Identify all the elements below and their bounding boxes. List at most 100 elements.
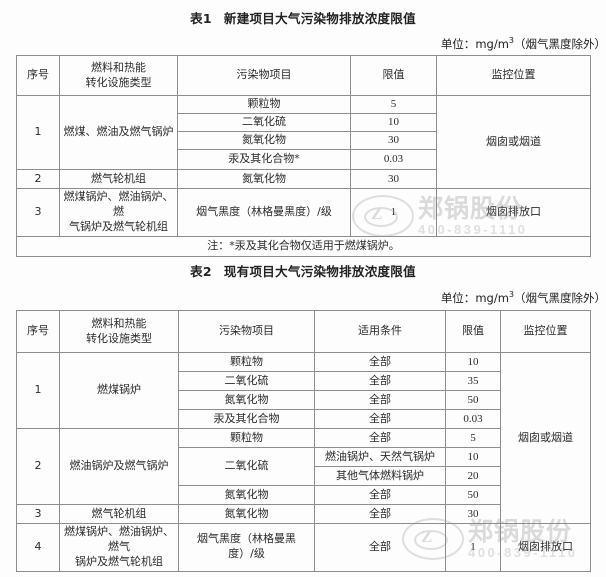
table2-g2-r1-pollutant: 颗粒物 — [178, 428, 315, 448]
unit-exponent: 3 — [508, 290, 514, 300]
table2-g1-index: 1 — [16, 352, 60, 429]
table1-g2-r1-pollutant: 氮氧化物 — [177, 169, 351, 189]
table2-g1-r4-limit: 0.03 — [445, 409, 501, 429]
table1-label: 表1 — [190, 11, 212, 26]
unit-prefix: 单位： — [440, 291, 476, 305]
table1-g3-r1-limit: 1 — [350, 188, 437, 237]
table2-g4-facility-line2: 锅炉及燃气轮机组 — [75, 554, 163, 568]
table2-g2-r1-limit: 5 — [445, 428, 501, 448]
table2-header-facility-line2: 转化设施类型 — [86, 331, 152, 345]
table1-note-row: 注：*汞及其化合物仅适用于燃煤锅炉。 — [16, 235, 591, 257]
table2-g3-r1-limit: 30 — [445, 504, 501, 524]
table-row: 氮氧化物 全部 50 — [17, 485, 591, 505]
table-row: 二氧化硫 燃油锅炉、天然气锅炉 10 — [17, 447, 591, 486]
table1-g3-facility-line2: 气锅炉及燃气轮机组 — [69, 219, 168, 233]
unit-suffix: （烟气黑度除外） — [514, 291, 606, 305]
table2-g1-r2-condition: 全部 — [314, 371, 446, 391]
table1-g2-facility: 燃气轮机组 — [59, 169, 178, 189]
table2-g4-r1-pollutant-line2: 度）/级 — [228, 547, 265, 561]
table2-header-facility-line1: 燃料和热能 — [91, 316, 147, 330]
table2-g2-r3-limit: 20 — [445, 466, 501, 486]
table2-g3-r1-condition: 全部 — [314, 504, 446, 524]
unit-exponent: 3 — [508, 36, 514, 46]
table2-g1-r1-limit: 10 — [445, 352, 501, 372]
table-row: 1 燃煤、燃油及燃气锅炉 颗粒物 5 烟囱或烟道 — [16, 95, 591, 189]
table1-note: 注：*汞及其化合物仅适用于燃煤锅炉。 — [16, 235, 591, 257]
table1-g2-r1-limit: 30 — [350, 169, 437, 189]
table1-header-location: 监控位置 — [436, 55, 591, 96]
table1-title: 表1 新建项目大气污染物排放浓度限值 — [0, 8, 606, 27]
table2-g2-index: 2 — [16, 428, 60, 505]
table1-g3-facility: 燃煤锅炉、燃油锅炉、燃 气锅炉及燃气轮机组 — [59, 188, 178, 237]
table2-g2-r4-limit: 50 — [445, 485, 501, 505]
table2-g3-index: 3 — [16, 504, 60, 524]
table1-g1-r2-limit: 10 — [350, 113, 437, 132]
table1-g1-r1-limit: 5 — [350, 95, 437, 114]
table2-g4-r1-pollutant: 烟气黑度（林格曼黑 度）/级 — [178, 523, 315, 572]
table2-g4-facility-line1: 燃煤锅炉、燃油锅炉、燃气 — [64, 525, 174, 553]
unit-value: mg/m — [475, 291, 509, 305]
table2-g4-r1-pollutant-line1: 烟气黑度（林格曼黑 — [197, 532, 296, 546]
table1-g1-facility: 燃煤、燃油及燃气锅炉 — [59, 95, 178, 170]
table1-g1-r3-limit: 30 — [350, 131, 437, 150]
table1-g3-r1-pollutant: 烟气黑度（林格曼黑度）/级 — [177, 188, 351, 237]
table2-g2-r1-condition: 全部 — [314, 428, 446, 448]
table1-g1-location: 烟囱或烟道 — [436, 95, 591, 189]
unit-prefix: 单位： — [440, 37, 476, 51]
table1-g3-location: 烟囱排放口 — [436, 188, 591, 237]
table2-header-facility: 燃料和热能 转化设施类型 — [59, 310, 179, 353]
table2-g1-r1-pollutant: 颗粒物 — [178, 352, 315, 372]
table2-header-pollutant: 污染物项目 — [178, 310, 315, 353]
table1-title-text: 新建项目大气污染物排放浓度限值 — [223, 11, 416, 26]
table2-g1-r4-pollutant: 汞及其化合物 — [178, 409, 315, 429]
table-existing-project-emission-limits: 序号 燃料和热能 转化设施类型 污染物项目 适用条件 限值 监控位置 1 燃煤锅… — [16, 310, 591, 572]
table1-header-index: 序号 — [16, 55, 60, 96]
table-row: 2 燃油锅炉及燃气锅炉 颗粒物 全部 5 — [16, 428, 591, 505]
table2-g1-location: 烟囱或烟道 — [500, 352, 591, 524]
table2-title-text: 现有项目大气污染物排放浓度限值 — [223, 264, 416, 279]
table2-g4-r1-condition: 全部 — [314, 523, 446, 572]
table2-g1-r4-condition: 全部 — [314, 409, 446, 429]
table2-title: 表2 现有项目大气污染物排放浓度限值 — [0, 261, 606, 280]
table1-g1-r2-pollutant: 二氧化硫 — [177, 113, 351, 132]
table2-g1-r1-condition: 全部 — [314, 352, 446, 372]
table-new-project-emission-limits: 序号 燃料和热能 转化设施类型 污染物项目 限值 监控位置 1 燃煤、燃油及燃气… — [16, 55, 591, 257]
table2-g1-r3-pollutant: 氮氧化物 — [178, 390, 315, 410]
table1-header-pollutant: 污染物项目 — [177, 55, 351, 96]
table-row: 3 燃气轮机组 氮氧化物 全部 30 — [16, 504, 591, 524]
table2-header-condition: 适用条件 — [314, 310, 446, 353]
table2-g1-r2-pollutant: 二氧化硫 — [178, 371, 315, 391]
table2-header-index: 序号 — [16, 310, 60, 353]
table2-g2-r2-pollutant: 二氧化硫 — [178, 447, 315, 486]
table2-header-row: 序号 燃料和热能 转化设施类型 污染物项目 适用条件 限值 监控位置 — [16, 310, 591, 353]
table1-header-limit: 限值 — [350, 55, 437, 96]
table2-header-location: 监控位置 — [500, 310, 591, 353]
table2-g1-r3-limit: 50 — [445, 390, 501, 410]
table1-g1-r3-pollutant: 氮氧化物 — [177, 131, 351, 150]
table2-g4-location: 烟囱排放口 — [500, 523, 591, 572]
table1-g3-index: 3 — [16, 188, 60, 237]
table1-header-facility-line1: 燃料和热能 — [91, 60, 146, 74]
table1-g3-facility-line1: 燃煤锅炉、燃油锅炉、燃 — [63, 190, 174, 218]
table1-g1-r1-pollutant: 颗粒物 — [177, 95, 351, 114]
table2-g1-facility: 燃煤锅炉 — [59, 352, 179, 429]
table2-g2-facility: 燃油锅炉及燃气锅炉 — [59, 428, 179, 505]
table1-header-facility: 燃料和热能 转化设施类型 — [59, 55, 178, 96]
table2-g2-r2-condition: 燃油锅炉、天然气锅炉 — [314, 447, 446, 467]
table2-g1-r2-limit: 35 — [445, 371, 501, 391]
table-row: 2 燃气轮机组 氮氧化物 30 — [16, 169, 591, 189]
unit-suffix: （烟气黑度除外） — [514, 37, 606, 51]
unit-value: mg/m — [475, 37, 509, 51]
table2-g3-r1-pollutant: 氮氧化物 — [178, 504, 315, 524]
table2-g2-r4-condition: 全部 — [314, 485, 446, 505]
table2-g2-r3-condition: 其他气体燃料锅炉 — [314, 466, 446, 486]
table2-label: 表2 — [190, 264, 212, 279]
table2-g4-index: 4 — [16, 523, 60, 572]
table2-g3-facility: 燃气轮机组 — [59, 504, 179, 524]
table1-header-row: 序号 燃料和热能 转化设施类型 污染物项目 限值 监控位置 — [16, 55, 591, 96]
table2-g2-r4-pollutant: 氮氧化物 — [178, 485, 315, 505]
table1-g2-index: 2 — [16, 169, 60, 189]
table1-g1-r4-pollutant: 汞及其化合物* — [177, 149, 351, 170]
table-row: 二氧化硫 全部 35 — [17, 371, 591, 391]
